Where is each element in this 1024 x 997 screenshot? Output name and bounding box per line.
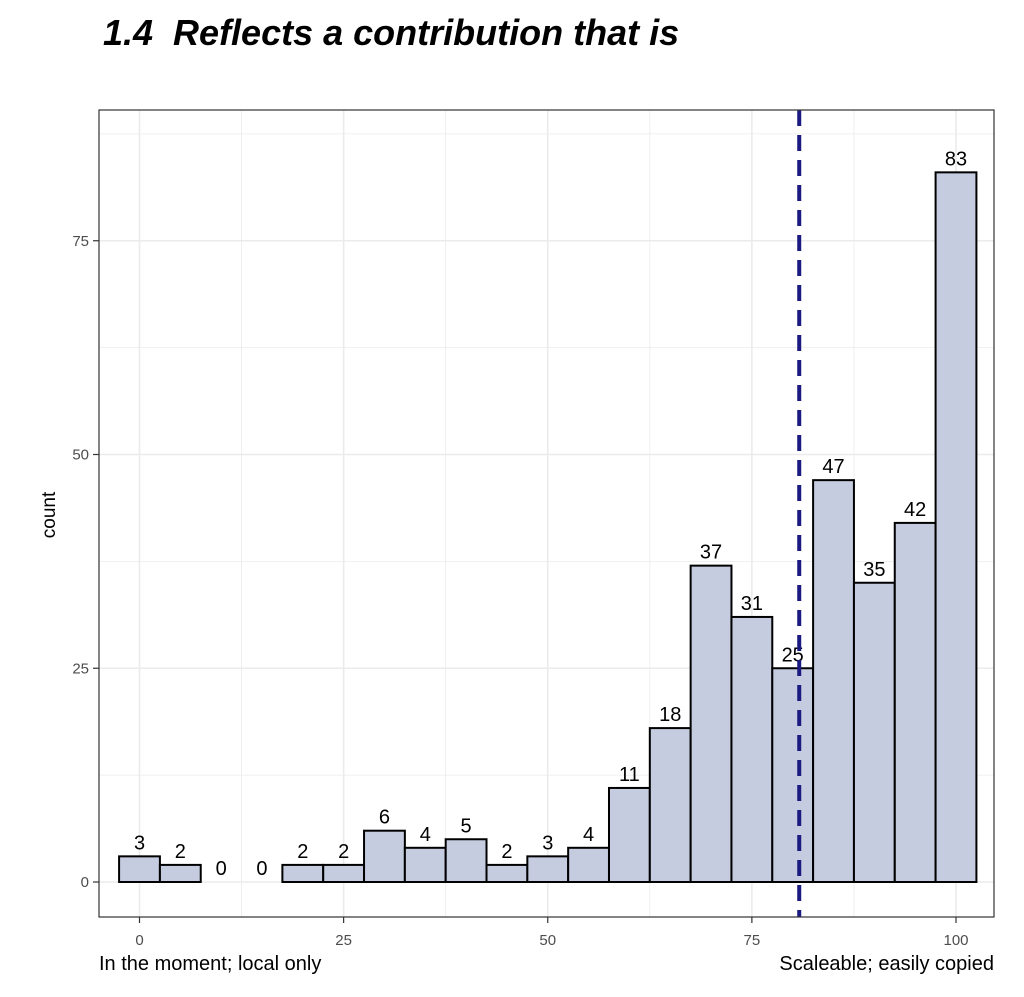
histogram-bar xyxy=(444,838,488,883)
histogram-bar xyxy=(893,521,937,884)
x-tick-label: 25 xyxy=(335,932,352,949)
histogram-bar xyxy=(934,171,978,884)
histogram-bar xyxy=(812,479,855,883)
bar-value-label: 5 xyxy=(461,815,472,837)
bar-value-label: 42 xyxy=(904,499,926,521)
chart-title: 1.4 Reflects a contribution that is xyxy=(103,12,680,53)
histogram-bar xyxy=(852,581,896,883)
x-axis-left-caption: In the moment; local only xyxy=(99,953,322,975)
bar-value-label: 4 xyxy=(583,824,594,846)
panel-border xyxy=(98,109,995,918)
bar-value-label: 2 xyxy=(501,841,512,863)
bar-value-label: 2 xyxy=(338,841,349,863)
histogram-bar xyxy=(485,863,529,884)
y-tick-label: 50 xyxy=(72,447,89,464)
bar-value-label: 18 xyxy=(659,704,681,726)
bar-value-label: 31 xyxy=(741,593,763,615)
histogram-bar xyxy=(771,667,815,883)
bar-value-label: 35 xyxy=(863,559,885,581)
histogram-bar xyxy=(648,727,692,883)
bar-value-label: 0 xyxy=(256,858,267,880)
bar-value-label: 0 xyxy=(216,858,227,880)
bar-value-label: 2 xyxy=(175,841,186,863)
bar-value-label: 47 xyxy=(822,456,844,478)
bar-value-label: 6 xyxy=(379,807,390,829)
histogram-bar xyxy=(322,863,366,884)
bar-value-label: 37 xyxy=(700,542,722,564)
x-axis-right-caption: Scaleable; easily copied xyxy=(779,953,994,975)
histogram-bar xyxy=(730,615,774,883)
histogram-bar xyxy=(567,846,610,883)
bar-value-label: 3 xyxy=(542,832,553,854)
histogram-bar xyxy=(118,855,161,883)
histogram-bar xyxy=(403,846,447,883)
histogram-bar xyxy=(526,855,570,883)
histogram-bar xyxy=(607,786,651,884)
y-tick-label: 25 xyxy=(72,660,89,677)
y-tick-label: 75 xyxy=(72,233,89,250)
bar-value-label: 4 xyxy=(420,824,431,846)
x-tick-label: 50 xyxy=(539,932,556,949)
bar-value-label: 2 xyxy=(297,841,308,863)
bar-value-label: 83 xyxy=(945,148,967,170)
x-tick-label: 0 xyxy=(135,932,143,949)
histogram-bar xyxy=(363,829,406,884)
histogram-bar xyxy=(281,863,325,884)
bar-value-label: 3 xyxy=(134,832,145,854)
histogram-bar xyxy=(689,564,733,884)
x-tick-label: 100 xyxy=(943,932,968,949)
x-tick-label: 75 xyxy=(744,932,761,949)
bar-value-label: 11 xyxy=(619,764,640,786)
y-tick-label: 0 xyxy=(81,874,89,891)
histogram-bar xyxy=(158,863,202,884)
